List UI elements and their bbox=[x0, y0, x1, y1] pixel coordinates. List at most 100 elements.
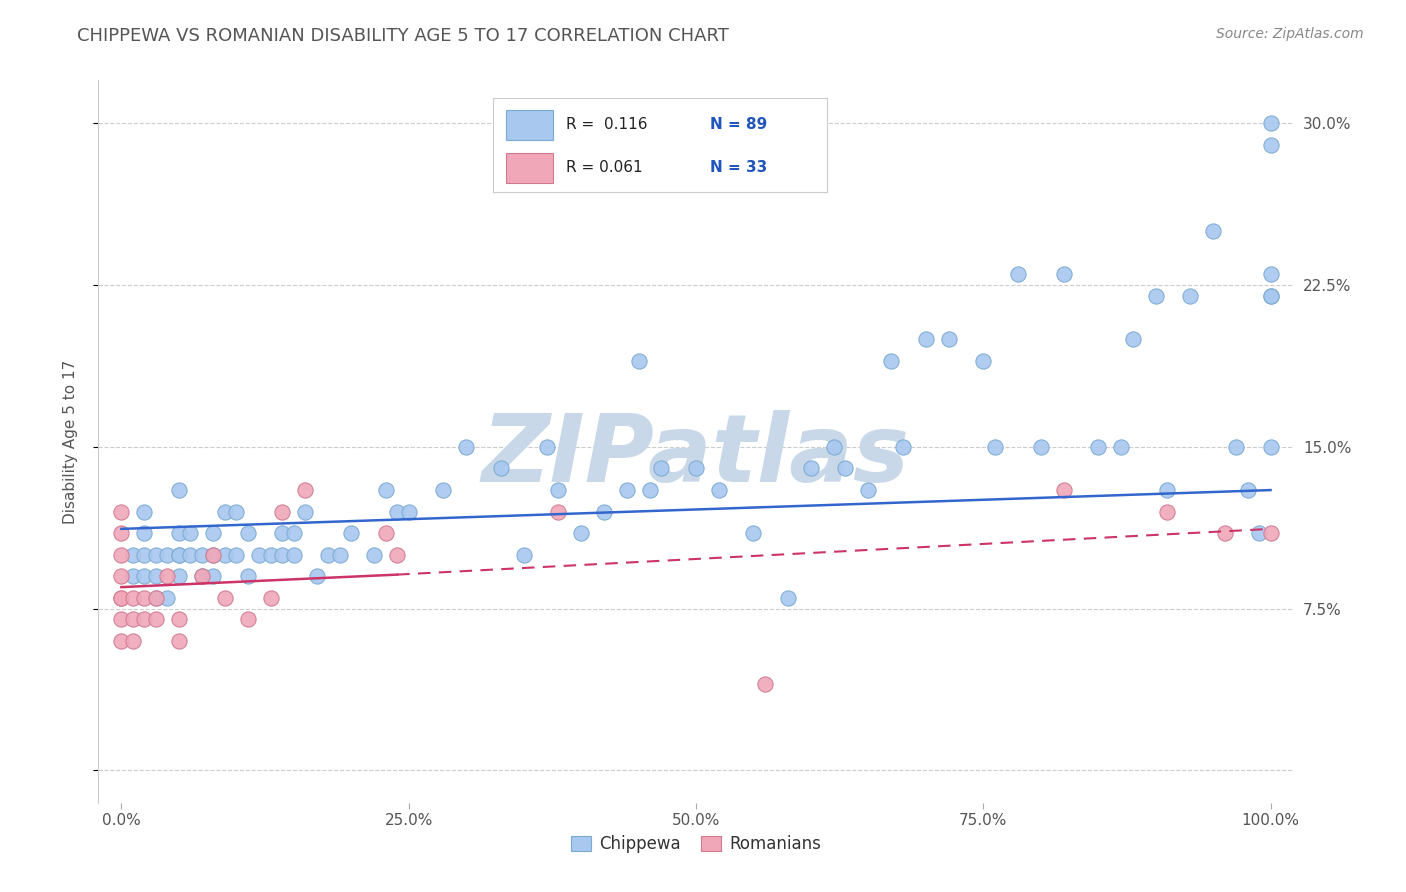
Point bbox=[1122, 332, 1144, 346]
Point bbox=[134, 526, 156, 541]
Point bbox=[179, 526, 201, 541]
Point bbox=[156, 591, 179, 605]
Point bbox=[156, 548, 179, 562]
Text: ZIPatlas: ZIPatlas bbox=[482, 410, 910, 502]
Point bbox=[134, 612, 156, 626]
Point bbox=[283, 548, 305, 562]
Point bbox=[260, 591, 283, 605]
Legend: Chippewa, Romanians: Chippewa, Romanians bbox=[564, 828, 828, 860]
Point bbox=[167, 548, 190, 562]
Point bbox=[202, 569, 225, 583]
Point bbox=[122, 612, 145, 626]
Point bbox=[145, 612, 167, 626]
Point bbox=[340, 526, 363, 541]
Point bbox=[202, 526, 225, 541]
Point bbox=[385, 505, 409, 519]
Point bbox=[236, 612, 259, 626]
Point bbox=[1156, 483, 1178, 497]
Point bbox=[1144, 289, 1167, 303]
Point bbox=[1213, 526, 1236, 541]
Point bbox=[1087, 440, 1109, 454]
Y-axis label: Disability Age 5 to 17: Disability Age 5 to 17 bbox=[63, 359, 77, 524]
Point bbox=[271, 548, 294, 562]
Point bbox=[214, 591, 236, 605]
Point bbox=[1225, 440, 1247, 454]
Point bbox=[638, 483, 661, 497]
Point bbox=[489, 461, 512, 475]
Point bbox=[593, 505, 616, 519]
Point bbox=[1260, 440, 1282, 454]
Point bbox=[167, 526, 190, 541]
Point bbox=[823, 440, 845, 454]
Point bbox=[110, 591, 132, 605]
Point bbox=[191, 548, 214, 562]
Point bbox=[167, 634, 190, 648]
Point bbox=[214, 505, 236, 519]
Point bbox=[776, 591, 799, 605]
Point bbox=[145, 591, 167, 605]
Point bbox=[191, 569, 214, 583]
Point bbox=[134, 591, 156, 605]
Point bbox=[110, 634, 132, 648]
Point bbox=[1260, 289, 1282, 303]
Point bbox=[547, 505, 569, 519]
Point bbox=[294, 483, 316, 497]
Point bbox=[1236, 483, 1258, 497]
Point bbox=[122, 591, 145, 605]
Point bbox=[374, 526, 396, 541]
Point bbox=[536, 440, 558, 454]
Point bbox=[329, 548, 352, 562]
Point bbox=[1247, 526, 1270, 541]
Point bbox=[225, 548, 247, 562]
Text: Source: ZipAtlas.com: Source: ZipAtlas.com bbox=[1216, 27, 1364, 41]
Point bbox=[914, 332, 936, 346]
Point bbox=[858, 483, 880, 497]
Point bbox=[1109, 440, 1132, 454]
Point bbox=[283, 526, 305, 541]
Point bbox=[122, 569, 145, 583]
Point bbox=[225, 505, 247, 519]
Point bbox=[167, 483, 190, 497]
Point bbox=[456, 440, 478, 454]
Point bbox=[547, 483, 569, 497]
Point bbox=[1156, 505, 1178, 519]
Point bbox=[110, 569, 132, 583]
Point bbox=[247, 548, 270, 562]
Point bbox=[167, 569, 190, 583]
Point bbox=[1260, 138, 1282, 153]
Point bbox=[398, 505, 420, 519]
Point bbox=[1029, 440, 1052, 454]
Point bbox=[179, 548, 201, 562]
Point bbox=[569, 526, 592, 541]
Point bbox=[1260, 526, 1282, 541]
Point bbox=[616, 483, 638, 497]
Point bbox=[191, 569, 214, 583]
Point bbox=[972, 353, 994, 368]
Point bbox=[110, 612, 132, 626]
Point bbox=[145, 548, 167, 562]
Point bbox=[1260, 116, 1282, 130]
Point bbox=[938, 332, 960, 346]
Point bbox=[134, 569, 156, 583]
Point bbox=[374, 483, 396, 497]
Point bbox=[122, 634, 145, 648]
Point bbox=[110, 505, 132, 519]
Point bbox=[1202, 224, 1225, 238]
Point bbox=[236, 569, 259, 583]
Point bbox=[134, 548, 156, 562]
Point bbox=[110, 591, 132, 605]
Point bbox=[707, 483, 730, 497]
Point bbox=[122, 548, 145, 562]
Point bbox=[984, 440, 1007, 454]
Point bbox=[305, 569, 328, 583]
Point bbox=[512, 548, 534, 562]
Point bbox=[134, 505, 156, 519]
Point bbox=[1053, 268, 1076, 282]
Point bbox=[110, 548, 132, 562]
Point bbox=[385, 548, 409, 562]
Point bbox=[891, 440, 914, 454]
Point bbox=[685, 461, 707, 475]
Point bbox=[627, 353, 650, 368]
Point bbox=[834, 461, 856, 475]
Point bbox=[432, 483, 454, 497]
